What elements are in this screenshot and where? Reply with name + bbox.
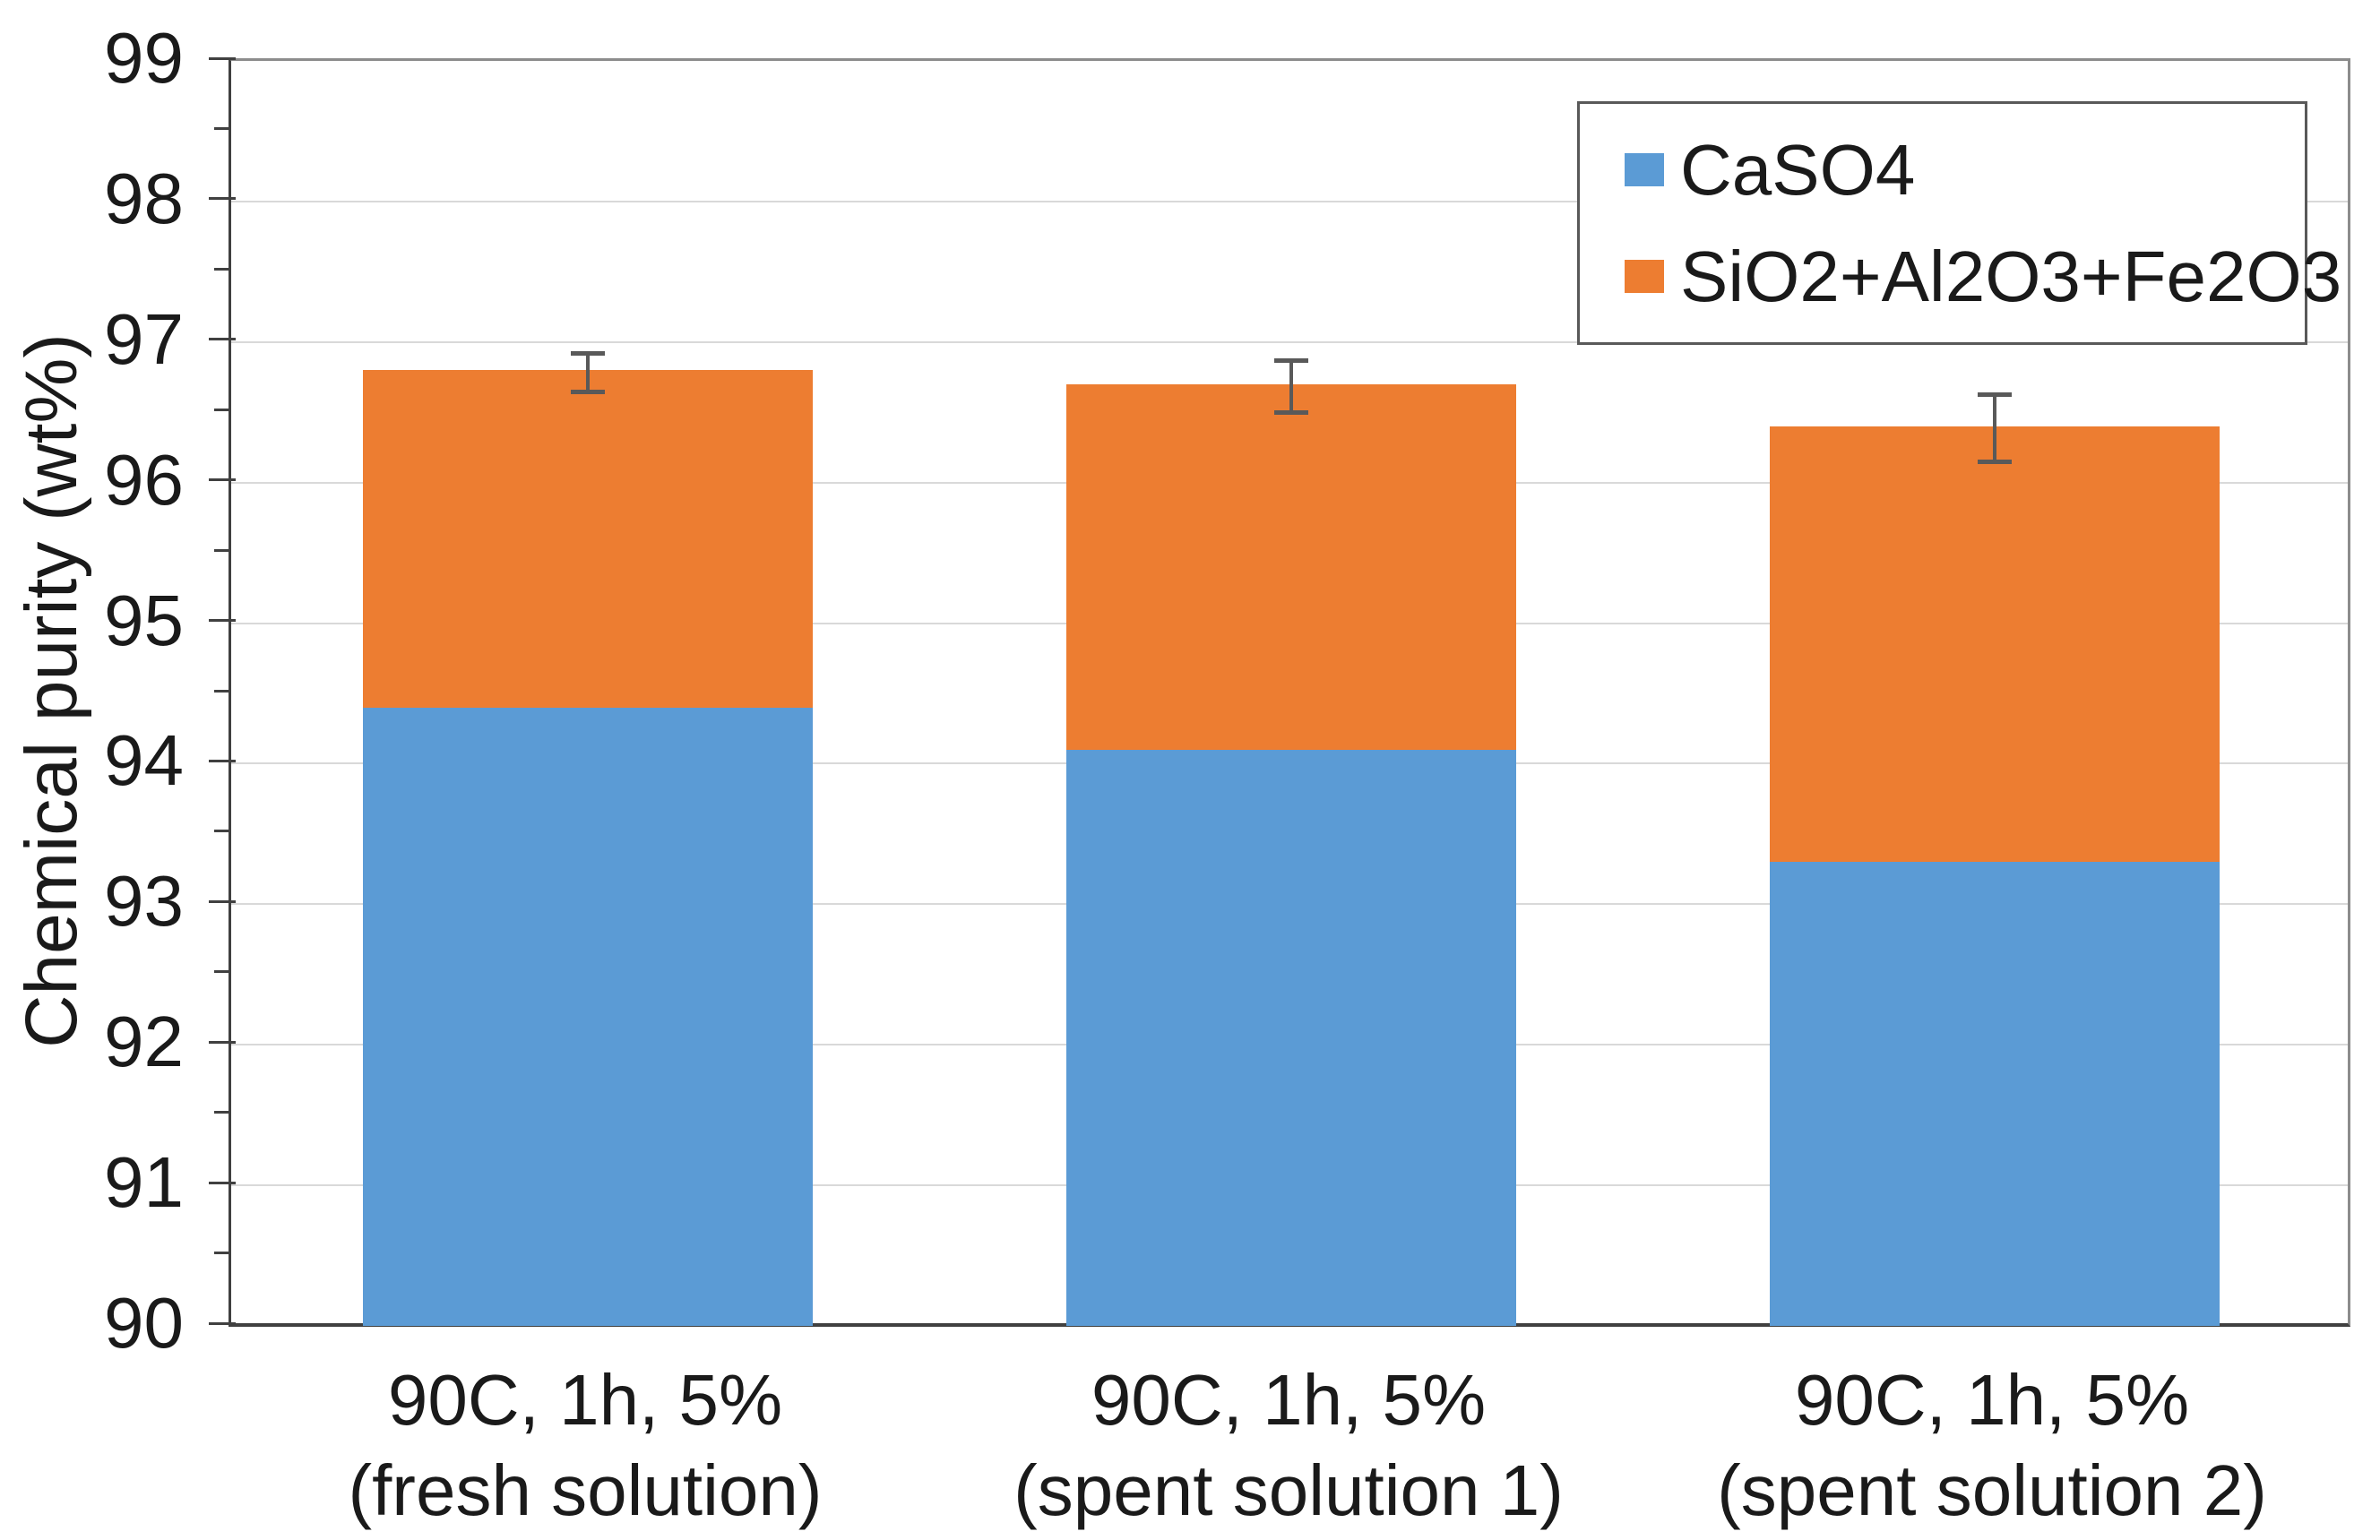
error-bar-1-whisker — [1289, 360, 1293, 413]
y-tick-major-99 — [209, 56, 236, 60]
error-bar-0-cap-bottom — [571, 389, 605, 394]
error-bar-2-whisker — [1993, 393, 1996, 462]
y-tick-label-97: 97 — [104, 298, 184, 379]
y-tick-label-94: 94 — [104, 720, 184, 801]
x-category-label-2-line-2: (spent solution 2) — [1717, 1450, 2267, 1530]
y-tick-minor-97.5 — [214, 267, 231, 271]
y-tick-label-96: 96 — [104, 439, 184, 520]
y-axis-title: Chemical purity (wt%) — [11, 333, 92, 1048]
impurities-swatch-icon — [1625, 260, 1664, 293]
error-bar-2-cap-top — [1978, 391, 2012, 397]
y-tick-label-98: 98 — [104, 158, 184, 238]
y-tick-major-93 — [209, 899, 236, 903]
y-tick-minor-96.5 — [214, 408, 231, 411]
error-bar-0-whisker — [586, 353, 590, 391]
legend-item-impurities: SiO2+Al2O3+Fe2O3 — [1625, 240, 2341, 313]
y-tick-minor-92.5 — [214, 970, 231, 974]
legend-item-caso4: CaSO4 — [1625, 129, 2305, 210]
bar-2-segment-impurities — [1770, 426, 2220, 863]
legend-label-caso4: CaSO4 — [1680, 129, 1916, 210]
y-tick-label-93: 93 — [104, 861, 184, 942]
y-tick-label-99: 99 — [104, 18, 184, 98]
y-tick-major-95 — [209, 619, 236, 623]
legend: CaSO4 SiO2+Al2O3+Fe2O3 — [1577, 101, 2341, 345]
gridline-98 — [231, 200, 2348, 202]
x-category-label-2: 90C, 1h, 5% (spent solution 2) — [1651, 1355, 2333, 1536]
error-bar-1-cap-bottom — [1274, 410, 1308, 416]
error-bar-1-cap-top — [1274, 358, 1308, 364]
bar-0-segment-impurities — [363, 370, 813, 708]
y-tick-major-97 — [209, 338, 236, 341]
y-tick-minor-95.5 — [214, 548, 231, 552]
x-category-label-1-line-1: 90C, 1h, 5% — [1091, 1360, 1487, 1440]
y-tick-major-91 — [209, 1181, 236, 1184]
x-category-label-2-line-1: 90C, 1h, 5% — [1794, 1360, 2190, 1440]
x-category-label-1: 90C, 1h, 5% (spent solution 1) — [948, 1355, 1629, 1536]
caso4-swatch-icon — [1625, 153, 1664, 186]
gridline-97 — [231, 340, 2348, 343]
error-bar-0-cap-top — [571, 351, 605, 357]
y-tick-label-90: 90 — [104, 1283, 184, 1363]
y-tick-label-91: 91 — [104, 1142, 184, 1223]
y-tick-major-98 — [209, 197, 236, 201]
bar-1-segment-impurities — [1066, 383, 1516, 750]
bar-1-segment-caso4 — [1066, 749, 1516, 1326]
x-category-label-1-line-2: (spent solution 1) — [1013, 1450, 1564, 1530]
y-tick-minor-91.5 — [214, 1111, 231, 1114]
error-bar-2-cap-bottom — [1978, 460, 2012, 465]
y-tick-minor-98.5 — [214, 126, 231, 130]
x-category-label-0-line-1: 90C, 1h, 5% — [387, 1360, 783, 1440]
bar-0-segment-caso4 — [363, 707, 813, 1326]
x-category-label-0: 90C, 1h, 5% (fresh solution) — [245, 1355, 926, 1536]
y-tick-major-94 — [209, 759, 236, 762]
y-tick-major-92 — [209, 1040, 236, 1044]
y-tick-major-96 — [209, 478, 236, 482]
y-tick-minor-93.5 — [214, 830, 231, 833]
legend-label-impurities: SiO2+Al2O3+Fe2O3 — [1680, 236, 2342, 316]
y-tick-label-95: 95 — [104, 580, 184, 660]
y-tick-minor-90.5 — [214, 1252, 231, 1255]
x-category-label-0-line-2: (fresh solution) — [348, 1450, 823, 1530]
y-tick-label-92: 92 — [104, 1002, 184, 1082]
y-tick-minor-94.5 — [214, 689, 231, 693]
y-tick-major-90 — [209, 1321, 236, 1325]
bar-2-segment-caso4 — [1770, 862, 2220, 1326]
